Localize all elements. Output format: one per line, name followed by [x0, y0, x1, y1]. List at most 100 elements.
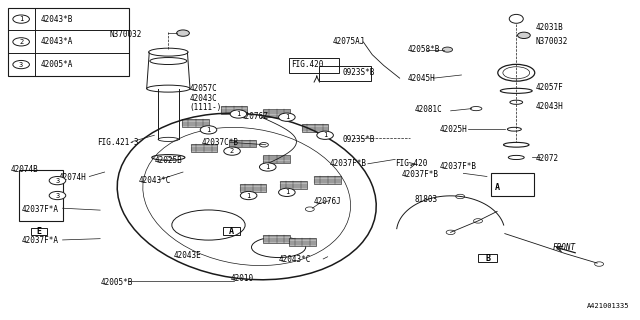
Text: 42045H: 42045H: [408, 74, 436, 83]
Bar: [229, 140, 255, 148]
Text: 3: 3: [55, 193, 60, 198]
Text: 42043*C: 42043*C: [138, 176, 171, 185]
Text: 42081C: 42081C: [414, 105, 442, 114]
Text: 42074H: 42074H: [59, 173, 86, 182]
Text: FRONT: FRONT: [552, 243, 576, 252]
Text: 42010: 42010: [231, 275, 254, 284]
Text: FIG.420: FIG.420: [395, 159, 428, 168]
Bar: [8, 8, 129, 76]
Text: 42058*B: 42058*B: [408, 45, 440, 54]
Bar: [301, 124, 328, 132]
Text: 42043*C: 42043*C: [278, 255, 311, 264]
Text: 1: 1: [19, 16, 23, 22]
Bar: [19, 170, 63, 221]
Circle shape: [200, 126, 217, 134]
Circle shape: [49, 191, 66, 200]
Text: A421001335: A421001335: [586, 303, 629, 309]
Bar: [289, 59, 339, 73]
Text: 81803: 81803: [414, 195, 437, 204]
Circle shape: [278, 113, 295, 121]
Text: 42057C: 42057C: [189, 84, 217, 93]
Text: A: A: [229, 227, 234, 236]
Text: 42072: 42072: [536, 154, 559, 163]
Text: 42037F*B: 42037F*B: [401, 170, 438, 179]
Text: 42043*A: 42043*A: [41, 37, 73, 46]
Text: 42025H: 42025H: [440, 125, 468, 134]
Text: 1: 1: [285, 189, 289, 195]
Text: 42043H: 42043H: [536, 102, 563, 111]
Text: 1: 1: [285, 114, 289, 120]
Text: 1: 1: [236, 111, 241, 117]
Circle shape: [13, 38, 29, 46]
Text: 42076J: 42076J: [314, 197, 341, 206]
Bar: [263, 109, 290, 117]
Bar: [478, 254, 497, 262]
Text: 42057F: 42057F: [536, 83, 563, 92]
Text: 42043E: 42043E: [173, 251, 201, 260]
Bar: [314, 176, 341, 184]
Text: 42075AJ: 42075AJ: [333, 36, 365, 45]
Circle shape: [13, 15, 29, 23]
Text: 42037F*A: 42037F*A: [22, 236, 59, 245]
Circle shape: [518, 32, 531, 38]
Bar: [263, 235, 290, 243]
Text: 1: 1: [246, 193, 251, 198]
Bar: [240, 184, 266, 192]
Text: 42037F*B: 42037F*B: [440, 163, 477, 172]
Circle shape: [241, 191, 257, 200]
Circle shape: [278, 188, 295, 196]
Text: 42043*B: 42043*B: [41, 15, 73, 24]
Text: 0923S*B: 0923S*B: [342, 68, 374, 77]
Text: 42005*B: 42005*B: [100, 278, 132, 287]
Text: 1: 1: [323, 132, 327, 138]
Bar: [289, 238, 316, 246]
Text: 42076Z: 42076Z: [241, 112, 268, 121]
Circle shape: [446, 230, 455, 235]
Text: 3: 3: [19, 61, 23, 68]
Circle shape: [230, 110, 246, 118]
Text: (1111-): (1111-): [189, 103, 221, 112]
Text: A: A: [495, 183, 500, 192]
Text: FIG.421-3: FIG.421-3: [97, 138, 139, 147]
Text: B: B: [485, 253, 490, 262]
Text: N370032: N370032: [536, 36, 568, 45]
Circle shape: [224, 147, 241, 155]
Text: 42005*A: 42005*A: [41, 60, 73, 69]
Text: 2: 2: [19, 39, 23, 45]
Circle shape: [456, 194, 465, 199]
Text: 42037F*A: 42037F*A: [22, 205, 59, 214]
Text: 1: 1: [266, 164, 270, 170]
Text: N370032: N370032: [109, 30, 141, 39]
Circle shape: [259, 163, 276, 171]
Circle shape: [595, 262, 604, 266]
Text: 2: 2: [230, 148, 234, 154]
Text: 0923S*B: 0923S*B: [342, 135, 374, 144]
Circle shape: [474, 219, 483, 223]
Circle shape: [259, 142, 268, 147]
Text: FIG.420: FIG.420: [291, 60, 324, 69]
Bar: [280, 181, 307, 189]
Text: 42074B: 42074B: [11, 165, 38, 174]
Bar: [319, 66, 371, 81]
Bar: [223, 227, 240, 235]
Circle shape: [442, 47, 452, 52]
Circle shape: [49, 177, 66, 185]
Bar: [221, 106, 247, 114]
Text: 42037C*B: 42037C*B: [202, 138, 239, 147]
Bar: [263, 156, 290, 163]
Bar: [191, 144, 218, 152]
Text: 42025B: 42025B: [154, 156, 182, 164]
Text: 1: 1: [206, 127, 211, 133]
Bar: [31, 228, 47, 236]
Bar: [491, 173, 534, 196]
Circle shape: [13, 60, 29, 69]
Text: E: E: [36, 227, 42, 236]
Circle shape: [317, 131, 333, 140]
Bar: [182, 119, 209, 126]
Text: 42043C: 42043C: [189, 94, 217, 103]
Text: 3: 3: [55, 178, 60, 184]
Circle shape: [177, 30, 189, 36]
Text: 42031B: 42031B: [536, 23, 563, 32]
Circle shape: [305, 207, 314, 212]
Text: 42037F*B: 42037F*B: [330, 159, 367, 168]
